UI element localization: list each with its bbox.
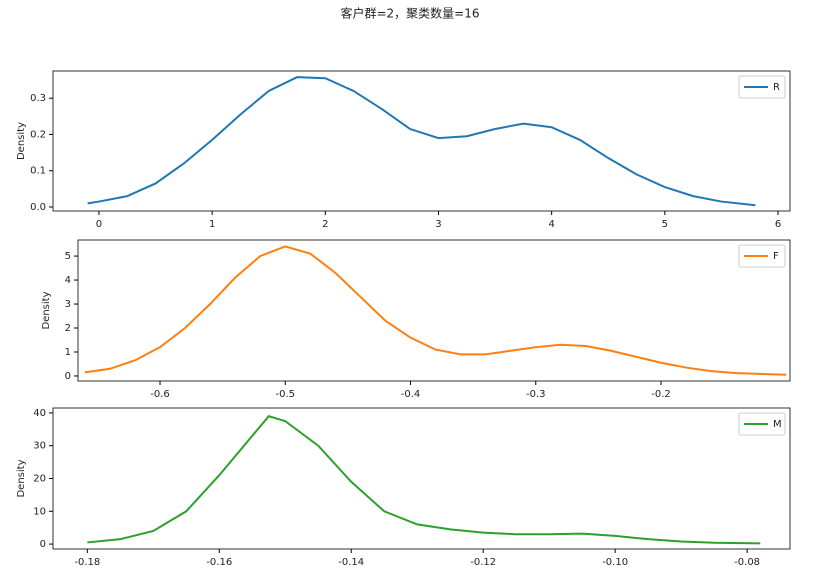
y-axis-label: Density [41,291,52,329]
plot-area [52,70,791,212]
x-tick-label: -0.08 [734,557,760,568]
y-tick-label: 0 [40,539,46,550]
x-tick-label: -0.16 [206,557,232,568]
y-tick-label: 4 [65,275,71,286]
x-tick-label: -0.4 [401,389,421,400]
plot-area [77,239,791,382]
x-tick-label: -0.12 [470,557,496,568]
x-tick-label: 3 [435,219,441,230]
x-tick-label: -0.2 [651,389,671,400]
y-tick-label: 40 [33,408,46,419]
y-tick-label: 2 [65,323,71,334]
x-tick-label: -0.5 [276,389,296,400]
legend-label: F [773,251,779,262]
x-tick-label: -0.18 [74,557,100,568]
x-tick-label: -0.3 [526,389,546,400]
y-tick-label: 3 [65,299,71,310]
y-tick-label: 0.2 [30,129,46,140]
density-line [87,415,761,545]
x-tick-label: 4 [548,219,554,230]
x-tick-label: 6 [775,219,781,230]
x-tick-label: -0.6 [150,389,170,400]
y-tick-label: 20 [33,474,46,485]
y-tick-label: 10 [33,506,46,517]
subplot: 0 1 2 3 4 5 6 0.0 0.1 0.2 0.3 Density R [16,70,791,230]
y-tick-label: 0.1 [30,166,46,177]
figure-title: 客户群=2，聚类数量=16 [340,6,479,21]
y-axis-label: Density [16,122,27,160]
x-tick-label: 0 [96,219,102,230]
y-tick-label: 1 [65,347,71,358]
x-tick-label: -0.14 [338,557,364,568]
y-tick-label: 0.3 [30,93,46,104]
y-tick-label: 5 [65,251,71,262]
subplot: -0.18 -0.16 -0.14 -0.12 -0.10 -0.08 0 10 20 30 40 D… [16,407,791,568]
y-tick-label: 30 [33,441,46,452]
x-tick-label: -0.10 [602,557,628,568]
x-tick-label: 5 [662,219,668,230]
density-line [84,245,787,376]
density-line [87,76,756,207]
y-tick-label: 0 [65,371,71,382]
y-axis-label: Density [16,459,27,497]
x-tick-label: 2 [322,219,328,230]
legend-label: M [773,419,782,430]
legend-label: R [773,82,780,93]
y-tick-label: 0.0 [30,202,46,213]
subplot: -0.6 -0.5 -0.4 -0.3 -0.2 0 1 2 3 4 5 Density F [41,239,791,400]
x-tick-label: 1 [209,219,215,230]
